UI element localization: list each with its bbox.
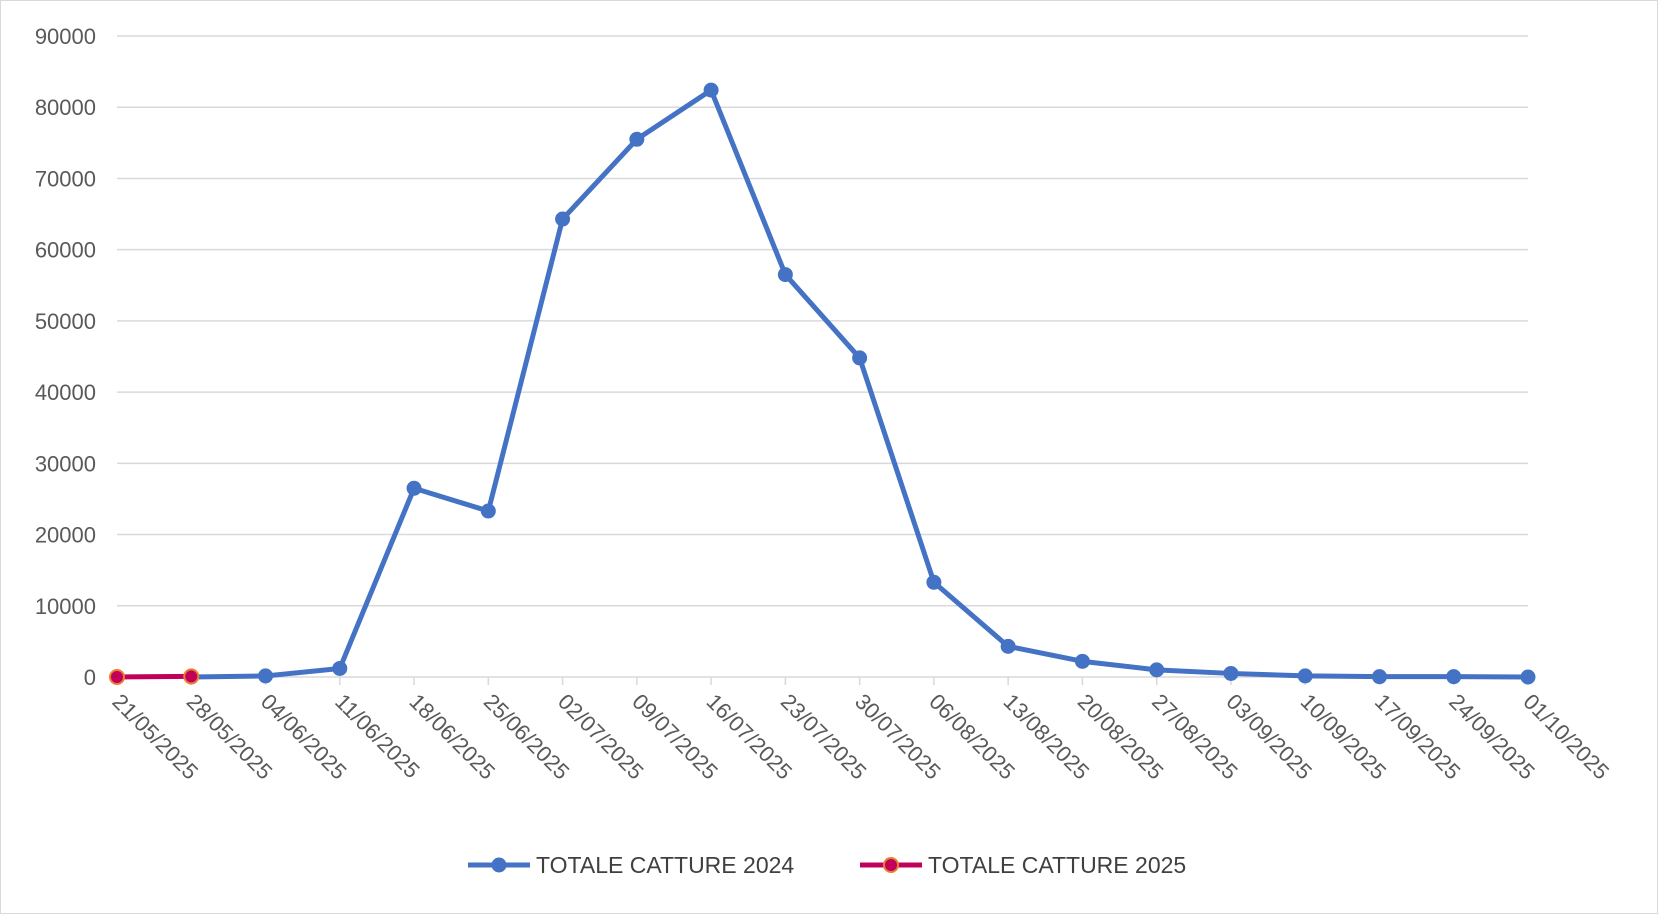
y-tick-label: 30000 <box>35 451 96 476</box>
data-point <box>406 480 422 496</box>
y-tick-label: 20000 <box>35 523 96 548</box>
legend-marker <box>883 857 899 873</box>
data-point <box>629 131 645 147</box>
data-point <box>332 660 348 676</box>
data-point <box>183 668 200 685</box>
legend-label: TOTALE CATTURE 2025 <box>928 852 1186 878</box>
data-point <box>1297 668 1313 684</box>
series-layer <box>109 82 1536 685</box>
data-point <box>1149 662 1165 678</box>
y-tick-label: 90000 <box>35 24 96 49</box>
legend-marker <box>491 857 507 873</box>
data-point <box>480 503 496 519</box>
y-tick-label: 70000 <box>35 166 96 191</box>
data-point <box>555 211 571 227</box>
series-2 <box>109 668 200 685</box>
data-point <box>109 669 125 685</box>
legend-item: TOTALE CATTURE 2025 <box>860 852 1186 878</box>
data-point <box>703 82 719 98</box>
y-tick-label: 40000 <box>35 380 96 405</box>
y-axis-ticks: 0 10000 20000 30000 40000 50000 60000 70000 8000… <box>35 24 96 690</box>
data-point <box>1000 638 1016 654</box>
series-1 <box>183 82 1536 685</box>
data-point <box>926 574 942 590</box>
data-point <box>1371 669 1387 685</box>
y-tick-label: 0 <box>84 665 96 690</box>
legend: TOTALE CATTURE 2024 TOTALE CATTURE 2025 <box>468 852 1186 878</box>
data-point <box>1223 665 1239 681</box>
gridlines <box>117 35 1528 678</box>
x-axis: 21/05/202528/05/202504/06/202511/06/2025… <box>107 677 1614 784</box>
y-tick-label: 50000 <box>35 309 96 334</box>
data-point <box>852 350 868 366</box>
series-line <box>114 673 194 680</box>
legend-item: TOTALE CATTURE 2024 <box>468 852 794 878</box>
y-tick-label: 60000 <box>35 238 96 263</box>
data-point <box>777 267 793 283</box>
data-point <box>1520 669 1536 685</box>
data-point <box>258 668 274 684</box>
data-point <box>1446 669 1462 685</box>
data-point <box>1074 653 1090 669</box>
y-tick-label: 10000 <box>35 594 96 619</box>
legend-label: TOTALE CATTURE 2024 <box>536 852 794 878</box>
y-tick-label: 80000 <box>35 95 96 120</box>
